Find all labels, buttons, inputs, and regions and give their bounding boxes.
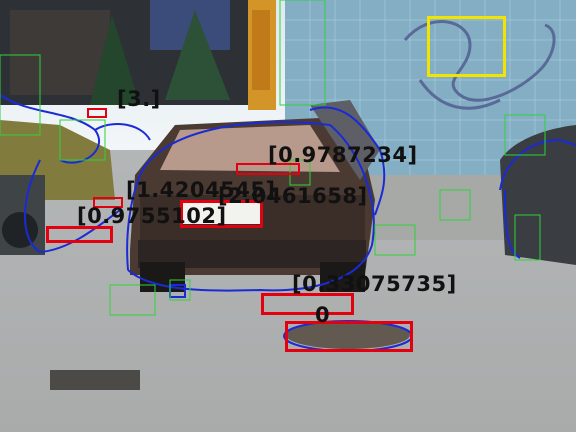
detection-box-1	[87, 108, 107, 118]
detection-box-5	[46, 226, 113, 243]
manhole-box	[285, 321, 413, 352]
label-0-33075735: [0.33075735]	[292, 272, 457, 296]
label-1-4204545: [1.4204545]	[126, 178, 276, 202]
label-0-9787234: [0.9787234]	[268, 143, 418, 167]
license-plate-box	[180, 200, 263, 228]
label-3: [3.]	[117, 87, 161, 111]
detection-box-6	[261, 293, 354, 315]
label-0-9755102: [0.9755102]	[77, 204, 227, 228]
detection-box-3	[93, 197, 123, 208]
label-0: 0	[315, 303, 331, 327]
detection-box-2	[236, 163, 300, 175]
label-2-0461658: [2.0461658]	[218, 184, 368, 208]
highlight-box	[427, 16, 506, 77]
